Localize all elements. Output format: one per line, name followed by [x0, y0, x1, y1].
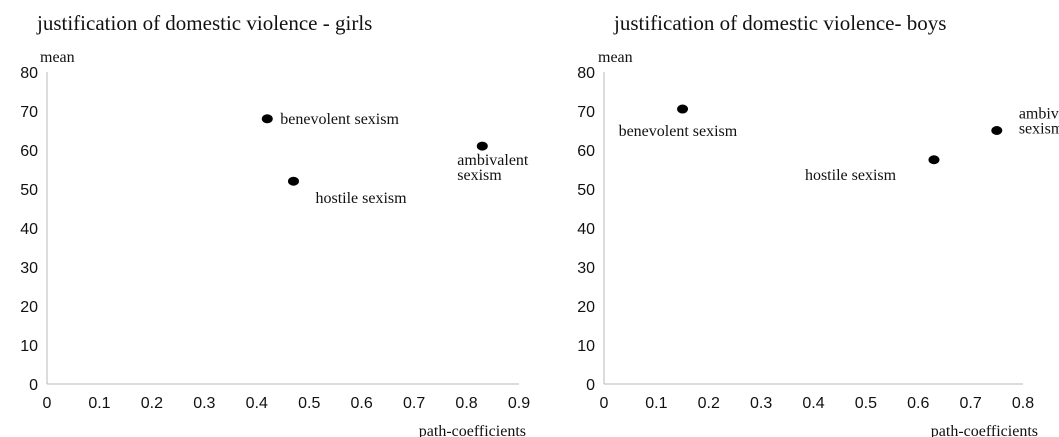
y-tick-label: 0: [586, 377, 595, 394]
point-label: hostile sexism: [315, 190, 407, 207]
y-tick-label: 30: [577, 260, 595, 277]
point-label: ambivalent: [457, 152, 529, 169]
y-tick-label: 80: [577, 65, 595, 82]
data-point: [261, 114, 273, 124]
y-tick-label: 10: [577, 338, 595, 355]
x-tick-label: 0.3: [193, 395, 215, 412]
point-label: sexism: [1019, 121, 1059, 138]
y-tick-label: 40: [577, 221, 595, 238]
y-tick-label: 50: [577, 182, 595, 199]
x-tick-label: 0: [43, 395, 52, 412]
x-tick-label: 0.2: [698, 395, 720, 412]
y-tick-label: 60: [577, 143, 595, 160]
y-tick-label: 10: [20, 338, 38, 355]
x-tick-label: 0.3: [750, 395, 772, 412]
x-axis-label: path-coefficients: [419, 423, 526, 437]
point-label: sexism: [457, 167, 502, 184]
x-tick-label: 0.4: [246, 395, 268, 412]
y-tick-label: 20: [577, 299, 595, 316]
x-axis-label: path-coefficients: [931, 423, 1038, 437]
x-tick-label: 0: [600, 395, 609, 412]
point-label: ambivalent: [1019, 106, 1059, 123]
y-tick-label: 50: [20, 182, 38, 199]
x-tick-label: 0.6: [351, 395, 373, 412]
data-point: [287, 176, 299, 186]
chart-panel-2: justification of domestic violence- boys…: [577, 11, 1059, 437]
y-tick-label: 70: [577, 104, 595, 121]
data-point: [991, 126, 1003, 135]
data-point: [928, 155, 940, 165]
chart-title: justification of domestic violence - gir…: [36, 11, 372, 35]
data-point: [677, 104, 689, 114]
x-tick-label: 0.4: [802, 395, 824, 412]
point-label: benevolent sexism: [619, 123, 738, 140]
x-tick-label: 0.5: [298, 395, 320, 412]
y-tick-label: 80: [20, 65, 38, 82]
x-tick-label: 0.8: [1012, 395, 1034, 412]
y-tick-label: 20: [20, 299, 38, 316]
x-tick-label: 0.5: [855, 395, 877, 412]
y-axis-label: mean: [598, 49, 633, 66]
y-tick-label: 60: [20, 143, 38, 160]
y-tick-label: 30: [20, 260, 38, 277]
x-tick-label: 0.2: [141, 395, 163, 412]
y-tick-label: 0: [29, 377, 38, 394]
x-tick-label: 0.7: [960, 395, 982, 412]
y-tick-label: 40: [20, 221, 38, 238]
x-tick-label: 0.6: [907, 395, 929, 412]
x-tick-label: 0.8: [455, 395, 477, 412]
y-axis-label: mean: [40, 49, 75, 66]
point-label: benevolent sexism: [280, 111, 399, 128]
x-tick-label: 0.9: [508, 395, 530, 412]
y-tick-label: 70: [20, 104, 38, 121]
data-point: [476, 141, 488, 151]
x-tick-label: 0.1: [88, 395, 110, 412]
x-tick-label: 0.1: [645, 395, 667, 412]
chart-title: justification of domestic violence- boys: [613, 11, 946, 35]
x-tick-label: 0.7: [403, 395, 425, 412]
point-label: hostile sexism: [805, 167, 897, 184]
chart-panel-1: justification of domestic violence - gir…: [20, 11, 530, 437]
